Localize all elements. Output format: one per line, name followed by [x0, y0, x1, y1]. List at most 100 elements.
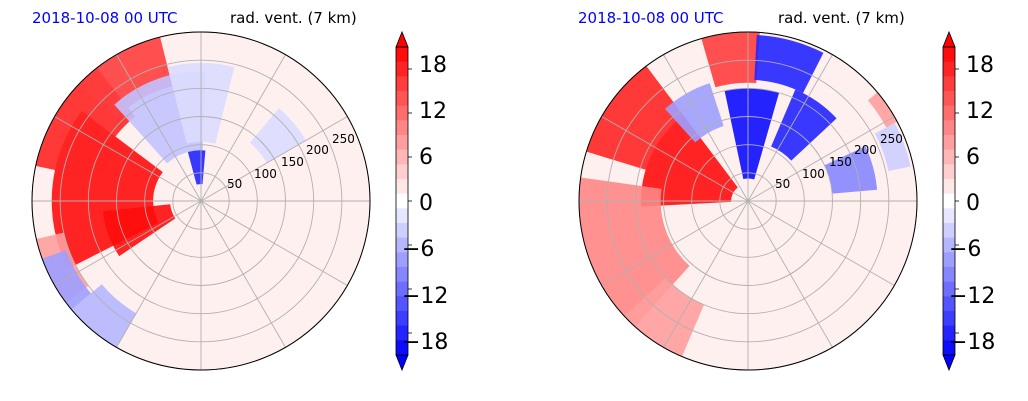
- colorbar-1-tick-labels: 18 12 6 0 −6 −12 −18: [402, 53, 448, 355]
- colorbar-2-tick-6: 6: [966, 145, 980, 170]
- colorbar-segment: [943, 252, 955, 268]
- panel-1-date-label: 2018-10-08 00 UTC: [32, 9, 178, 27]
- panel-2-variable-label: rad. vent. (7 km): [778, 9, 905, 27]
- colorbar-2: [942, 30, 959, 372]
- field-feature-2-4: [624, 277, 704, 357]
- angular-gridline: [747, 200, 833, 348]
- colorbar-extend-max: [395, 30, 409, 48]
- colorbar-segment: [943, 135, 955, 151]
- radial-tick-250: 250: [332, 132, 355, 146]
- colorbar-segment: [396, 91, 408, 107]
- field-feature-2-7: [724, 88, 780, 180]
- colorbar-segment: [943, 340, 955, 356]
- radial-tick-250: 250: [880, 132, 903, 146]
- colorbar-1-tick-18: 18: [419, 53, 447, 78]
- field-feature-2-10: [665, 83, 724, 143]
- colorbar-segment: [396, 47, 408, 63]
- field-feature-2-8: [771, 89, 837, 161]
- colorbar-extend-max: [942, 30, 956, 48]
- colorbar-extend-min: [942, 354, 956, 372]
- colorbar-1-tick-neg6: −6: [402, 237, 434, 262]
- colorbar-segment: [396, 149, 408, 165]
- angular-gridline: [663, 200, 749, 348]
- colorbar-segment: [943, 47, 955, 63]
- angular-gridline: [200, 200, 286, 348]
- colorbar-segment: [943, 311, 955, 327]
- colorbar-segment: [943, 179, 955, 195]
- colorbar-segment: [943, 105, 955, 121]
- colorbar-segment: [943, 164, 955, 180]
- colorbar-segment: [396, 267, 408, 283]
- colorbar-1: [395, 30, 412, 372]
- colorbar-segment: [943, 149, 955, 165]
- colorbar-1-tick-12: 12: [419, 99, 447, 124]
- radial-tick-150: 150: [281, 155, 304, 169]
- field-feature-2-11: [874, 122, 911, 172]
- radial-tick-labels-1: 50 100 150 200 250: [227, 132, 355, 191]
- colorbar-segment: [943, 208, 955, 224]
- colorbar-extend-min: [395, 354, 409, 372]
- angular-gridline: [116, 54, 202, 202]
- field-feature-2-6: [754, 35, 824, 94]
- field-feature-1-2: [102, 204, 176, 257]
- colorbar-segment: [396, 105, 408, 121]
- panel-2-date-label: 2018-10-08 00 UTC: [578, 9, 724, 27]
- field-feature-1-4: [76, 33, 173, 119]
- colorbar-segment: [943, 267, 955, 283]
- angular-gridline: [116, 200, 202, 348]
- polar-frame-1: [31, 31, 371, 371]
- colorbar-segment: [943, 281, 955, 297]
- colorbar-2-tick-labels: 18 12 6 0 −6 −12 −18: [949, 53, 995, 355]
- angular-gridline: [54, 200, 202, 286]
- polar-frame-2: [578, 31, 918, 371]
- angular-gridline: [601, 116, 749, 202]
- colorbar-segment: [396, 252, 408, 268]
- colorbar-segment: [396, 311, 408, 327]
- field-feature-1-8: [249, 108, 306, 163]
- colorbar-segment: [943, 223, 955, 239]
- colorbar-segment: [396, 296, 408, 312]
- colorbar-segment: [396, 164, 408, 180]
- colorbar-segment: [396, 325, 408, 341]
- colorbar-2-tick-neg6: −6: [949, 237, 981, 262]
- polar-plot-1: 50 100 150 200 250: [31, 31, 371, 371]
- colorbar-segment: [943, 91, 955, 107]
- field-feature-2-9: [824, 146, 878, 194]
- radial-tick-100: 100: [802, 167, 825, 181]
- radial-tick-100: 100: [254, 167, 277, 181]
- angular-gridline: [200, 54, 286, 202]
- field-feature-1-10: [39, 250, 91, 312]
- angular-gridline: [747, 116, 895, 202]
- field-feature-1-11: [68, 284, 137, 351]
- colorbar-segment: [943, 76, 955, 92]
- angular-gridline: [200, 200, 348, 286]
- colorbar-segment: [396, 179, 408, 195]
- polar-plot-2: 50 100 150 200 250: [578, 31, 918, 371]
- angular-gridline: [747, 200, 895, 286]
- angular-gridline: [200, 116, 348, 202]
- colorbar-segment: [943, 193, 955, 209]
- colorbar-segment: [396, 223, 408, 239]
- angular-gridline: [747, 54, 833, 202]
- angular-gridline: [663, 54, 749, 202]
- colorbar-1-tick-neg18: −18: [402, 330, 448, 355]
- angular-gridline: [54, 116, 202, 202]
- colorbar-segment: [396, 61, 408, 77]
- colorbar-segment: [943, 120, 955, 136]
- panel-1: 2018-10-08 00 UTC rad. vent. (7 km) 50 1…: [31, 9, 448, 372]
- colorbar-segment: [396, 340, 408, 356]
- radial-tick-150: 150: [829, 155, 852, 169]
- radial-tick-200: 200: [854, 143, 877, 157]
- radial-tick-labels-2: 50 100 150 200 250: [775, 132, 903, 191]
- colorbar-segment: [943, 325, 955, 341]
- colorbar-segment: [396, 193, 408, 209]
- colorbar-1-tick-6: 6: [419, 145, 433, 170]
- radial-tick-50: 50: [775, 177, 790, 191]
- colorbar-segment: [943, 296, 955, 312]
- colorbar-segment: [943, 61, 955, 77]
- colorbar-1-tick-neg12: −12: [402, 284, 448, 309]
- colorbar-segment: [396, 76, 408, 92]
- angular-gridline: [601, 200, 749, 286]
- colorbar-segment: [396, 135, 408, 151]
